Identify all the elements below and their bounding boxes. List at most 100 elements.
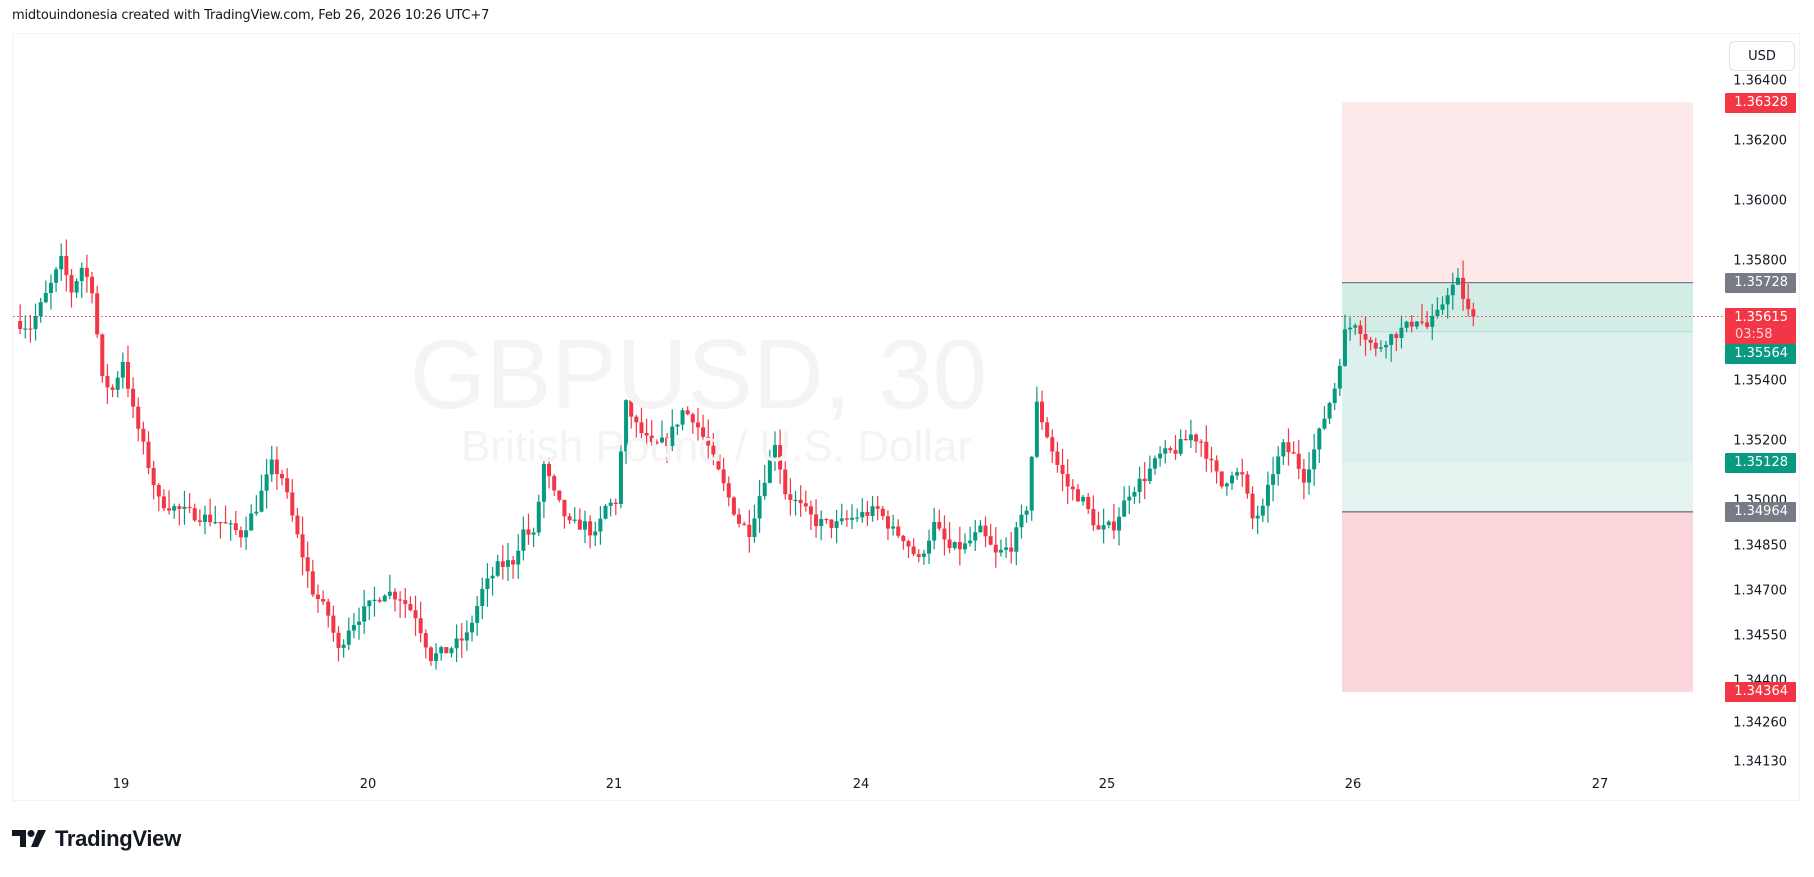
- candle-down: [1009, 547, 1014, 552]
- candle-down: [1368, 339, 1373, 343]
- candle-down: [1096, 525, 1101, 530]
- candle-down: [18, 321, 23, 329]
- candle-down: [310, 571, 315, 595]
- candle-down: [1183, 439, 1188, 441]
- candle-up: [1342, 329, 1347, 366]
- candle-up: [1435, 309, 1440, 316]
- candle-down: [947, 539, 952, 549]
- candle-down: [562, 499, 567, 517]
- candle-down: [742, 523, 747, 525]
- candle-up: [33, 315, 38, 330]
- candle-up: [1348, 327, 1353, 330]
- candle-up: [536, 501, 541, 533]
- time-axis[interactable]: 19 20 21 24 25 26 27: [13, 771, 1730, 801]
- candle-down: [110, 387, 115, 390]
- price-tick: 1.36000: [1733, 193, 1787, 209]
- candle-up: [1127, 496, 1132, 501]
- candle-down: [1358, 325, 1363, 334]
- candle-up: [1337, 365, 1342, 389]
- price-label-last-price: 1.35615 03:58: [1725, 307, 1796, 344]
- candle-down: [1296, 453, 1301, 469]
- candle-up: [962, 543, 967, 550]
- candle-down: [1194, 434, 1199, 442]
- candle-down: [788, 494, 793, 500]
- candle-down: [1214, 460, 1219, 472]
- candle-up: [43, 293, 48, 303]
- candle-up: [1378, 347, 1383, 349]
- candle-down: [1050, 437, 1055, 452]
- candle-down: [208, 514, 213, 523]
- candle-up: [1158, 453, 1163, 459]
- candle-down: [218, 522, 223, 524]
- candle-up: [1024, 510, 1029, 515]
- candle-up: [1004, 547, 1009, 550]
- candle-down: [896, 526, 901, 536]
- price-tick: 1.34850: [1733, 538, 1787, 554]
- candle-up: [968, 540, 973, 544]
- candle-up: [762, 482, 767, 497]
- candle-up: [351, 624, 356, 631]
- candle-up: [608, 502, 613, 506]
- candle-down: [654, 442, 659, 444]
- price-label-entry: 1.35728: [1725, 272, 1796, 293]
- candle-down: [161, 496, 166, 509]
- candle-up: [439, 647, 444, 654]
- candle-down: [290, 492, 295, 516]
- currency-button[interactable]: USD: [1729, 41, 1795, 71]
- candle-up: [1271, 474, 1276, 485]
- candle-down: [413, 610, 418, 619]
- candle-up: [752, 518, 757, 537]
- candle-down: [916, 554, 921, 557]
- candle-up: [341, 644, 346, 648]
- candle-up: [1178, 439, 1183, 454]
- candle-down: [84, 267, 89, 277]
- candle-up: [772, 444, 777, 458]
- price-axis[interactable]: 1.36400 1.36200 1.36000 1.35800 1.35400 1.352…: [1730, 34, 1799, 801]
- candle-up: [757, 496, 762, 519]
- candle-down: [459, 638, 464, 641]
- candle-down: [233, 523, 238, 531]
- price-tick: 1.35200: [1733, 433, 1787, 449]
- candle-down: [1240, 472, 1245, 475]
- candle-up: [449, 648, 454, 654]
- candle-up: [1106, 521, 1111, 526]
- chart-plot-area[interactable]: GBPUSD, 30 British Pound / U.S. Dollar: [13, 34, 1730, 771]
- tradingview-logo[interactable]: TradingView: [12, 826, 181, 852]
- candle-up: [475, 606, 480, 623]
- candle-down: [526, 529, 531, 535]
- candle-up: [346, 630, 351, 645]
- candle-down: [336, 632, 341, 648]
- candle-down: [721, 469, 726, 484]
- candle-up: [998, 549, 1003, 553]
- candlestick-chart[interactable]: [13, 34, 1730, 771]
- candle-down: [1199, 441, 1204, 443]
- candle-down: [1070, 486, 1075, 490]
- candle-down: [167, 508, 172, 511]
- price-label-stop: 1.36328: [1725, 92, 1796, 113]
- candle-down: [634, 416, 639, 423]
- candle-up: [1317, 428, 1322, 450]
- candle-down: [567, 516, 572, 521]
- overlap-zone: [1342, 331, 1693, 463]
- candle-up: [1414, 321, 1419, 327]
- candle-down: [798, 499, 803, 504]
- candle-down: [1219, 471, 1224, 487]
- candle-down: [613, 502, 618, 504]
- candle-down: [146, 441, 151, 468]
- candle-down: [223, 522, 228, 524]
- candle-down: [238, 530, 243, 538]
- candle-up: [593, 531, 598, 536]
- candle-down: [377, 599, 382, 602]
- candle-down: [711, 445, 716, 455]
- candle-down: [706, 436, 711, 446]
- candle-up: [367, 600, 372, 607]
- candle-up: [1152, 458, 1157, 469]
- price-tick: 1.36400: [1733, 73, 1787, 89]
- candle-down: [690, 414, 695, 423]
- candle-down: [552, 476, 557, 491]
- candle-down: [403, 600, 408, 604]
- price-tick: 1.34260: [1733, 715, 1787, 731]
- candle-down: [844, 518, 849, 520]
- candle-up: [470, 622, 475, 633]
- candle-up: [1260, 505, 1265, 516]
